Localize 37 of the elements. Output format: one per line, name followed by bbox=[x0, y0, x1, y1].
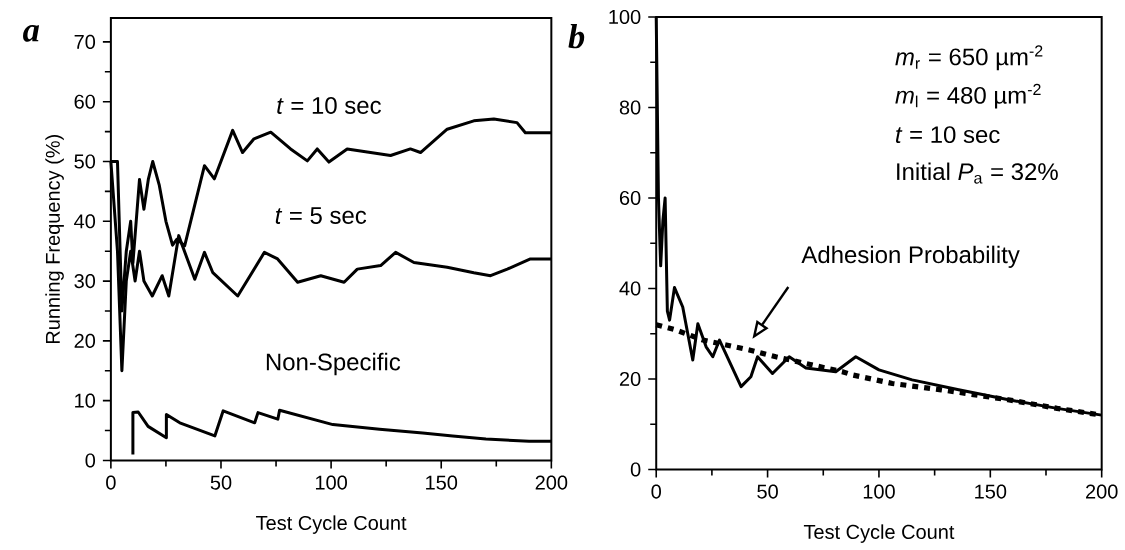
y-tick-label: 60 bbox=[74, 94, 96, 109]
annotation: Adhesion Probability bbox=[801, 245, 1020, 269]
x-tick-label: 50 bbox=[210, 475, 232, 490]
y-tick-label: 0 bbox=[85, 453, 96, 468]
y-tick-label: 30 bbox=[74, 274, 96, 289]
x-tick-label: 0 bbox=[651, 484, 661, 499]
x-tick-label: 150 bbox=[975, 484, 1007, 499]
y-tick-label: 0 bbox=[630, 462, 641, 477]
y-axis-title: Running Frequency (%) bbox=[45, 135, 64, 344]
y-tick-label: 100 bbox=[609, 10, 641, 25]
x-tick-label: 50 bbox=[757, 484, 778, 499]
annotation: m$_{r}$ = 650 µm$^{-2}$ bbox=[895, 45, 1043, 71]
y-tick-label: 10 bbox=[75, 393, 96, 408]
annotation: m$_{l}$ = 480 µm$^{-2}$ bbox=[895, 83, 1041, 109]
y-tick-label: 40 bbox=[74, 214, 96, 229]
y-tick-label: 20 bbox=[74, 333, 96, 349]
annotation: t = 10 sec bbox=[896, 126, 1000, 144]
series-label: t = 10 sec bbox=[277, 97, 381, 115]
chart-title: b bbox=[568, 24, 585, 49]
x-axis-title: Test Cycle Count bbox=[803, 524, 955, 544]
y-tick-label: 80 bbox=[619, 100, 641, 115]
x-tick-label: 100 bbox=[863, 484, 895, 499]
chart-title: a bbox=[23, 25, 40, 42]
x-tick-label: 200 bbox=[1086, 484, 1118, 499]
x-tick-label: 200 bbox=[535, 475, 568, 490]
y-tick-label: 50 bbox=[74, 154, 96, 169]
series-label: t = 5 sec bbox=[275, 207, 367, 225]
y-tick-label: 40 bbox=[619, 281, 641, 296]
x-tick-label: 150 bbox=[426, 475, 458, 490]
y-tick-label: 60 bbox=[619, 191, 641, 206]
y-tick-label: 70 bbox=[74, 35, 96, 50]
x-axis-title: Test Cycle Count bbox=[256, 515, 407, 535]
annotation: Initial P$_{a}$ = 32% bbox=[897, 162, 1058, 184]
y-tick-label: 20 bbox=[619, 372, 641, 387]
x-tick-label: 100 bbox=[315, 475, 347, 490]
x-tick-label: 0 bbox=[106, 475, 116, 490]
series-label: Non-Specific bbox=[266, 353, 401, 376]
